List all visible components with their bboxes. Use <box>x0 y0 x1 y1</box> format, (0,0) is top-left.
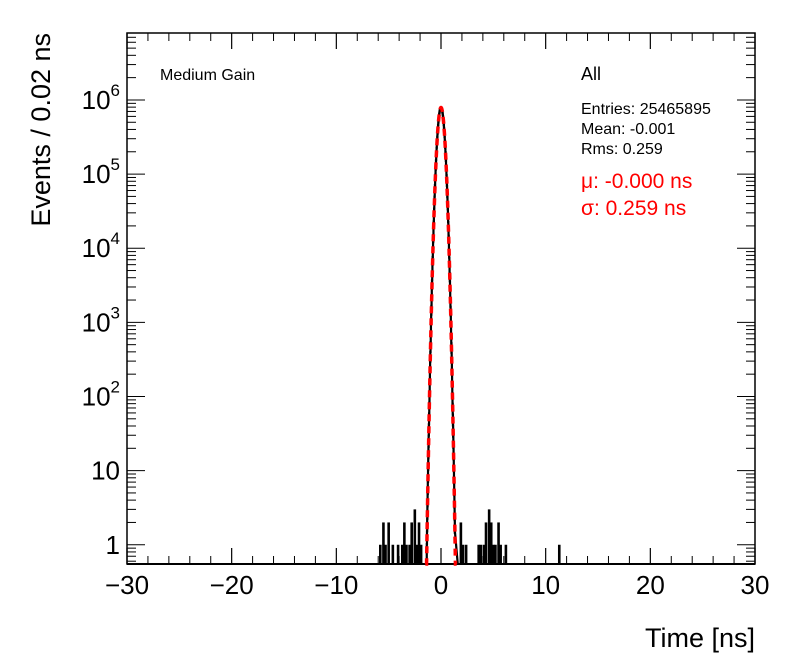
fit-sigma: σ: 0.259 ns <box>581 197 686 220</box>
x-tick-label: −20 <box>210 570 254 600</box>
x-axis-title: Time [ns] <box>645 623 755 653</box>
x-tick-label: −10 <box>314 570 358 600</box>
fit-mu: μ: -0.000 ns <box>581 170 692 193</box>
stats-title: All <box>581 64 601 84</box>
y-tick-label: 10 <box>91 456 120 486</box>
y-tick-label: 102 <box>82 377 120 411</box>
fit-line <box>424 105 458 566</box>
y-axis-title: Events / 0.02 ns <box>26 33 56 227</box>
x-tick-label: 20 <box>636 570 665 600</box>
x-tick-label: 30 <box>741 570 770 600</box>
stats-entries: Entries: 25465895 <box>581 101 711 118</box>
stats-rms: Rms: 0.259 <box>581 141 663 158</box>
y-tick-label: 103 <box>82 303 120 337</box>
x-tick-label: 10 <box>531 570 560 600</box>
y-tick-label: 104 <box>82 229 120 263</box>
y-tick-label: 105 <box>82 155 120 189</box>
x-tick-label: 0 <box>434 570 448 600</box>
stats-mean: Mean: -0.001 <box>581 121 675 138</box>
y-tick-label: 1 <box>106 530 120 560</box>
x-tick-labels: −30 −20 −10 0 10 20 30 <box>105 570 770 600</box>
axis-ticks <box>126 32 756 564</box>
x-tick-label: −30 <box>105 570 149 600</box>
y-tick-labels: 1 10 102 103 104 105 106 <box>82 81 120 560</box>
gaussian-fit-curve <box>424 105 458 566</box>
y-tick-label: 106 <box>82 81 120 115</box>
gain-label: Medium Gain <box>160 67 255 84</box>
